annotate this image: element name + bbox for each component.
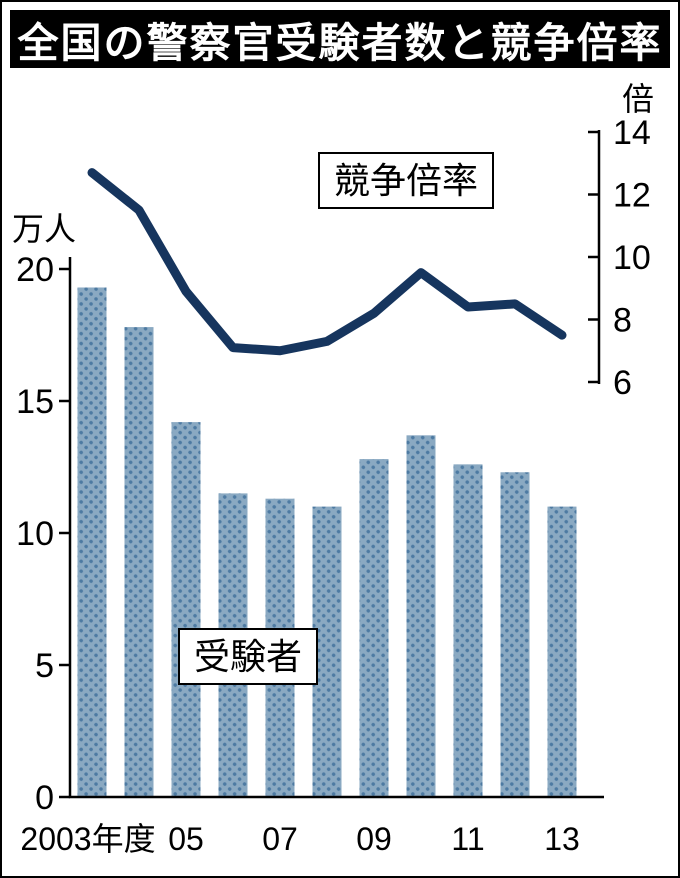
x-tick-label: 11 xyxy=(451,821,484,857)
right-axis-unit: 倍 xyxy=(622,81,655,117)
legend-line-label: 競争倍率 xyxy=(318,152,495,210)
chart-title: 全国の警察官受験者数と競争倍率 xyxy=(10,10,670,68)
bar-2004 xyxy=(124,327,154,797)
competition-ratio-line xyxy=(87,168,567,356)
bar-2009 xyxy=(359,459,389,797)
x-tick-label: 07 xyxy=(262,821,298,857)
x-tick-label: 2003年度 xyxy=(20,821,155,857)
right-tick-label: 14 xyxy=(613,114,651,152)
left-axis-unit: 万人 xyxy=(12,211,77,247)
right-tick-label: 12 xyxy=(613,177,651,215)
left-tick-label: 5 xyxy=(35,647,54,685)
x-tick-label: 05 xyxy=(168,821,204,857)
x-tick-label: 09 xyxy=(356,821,392,857)
left-tick-label: 20 xyxy=(16,251,54,289)
bar-2010 xyxy=(406,435,436,797)
left-tick-label: 10 xyxy=(16,515,54,553)
bar-2003 xyxy=(77,287,107,797)
right-tick-label: 8 xyxy=(613,302,632,340)
bar-2012 xyxy=(500,472,530,797)
right-tick-label: 10 xyxy=(613,239,651,277)
left-tick-label: 15 xyxy=(16,383,54,421)
legend-bar-label: 受験者 xyxy=(178,628,319,686)
bar-2013 xyxy=(547,506,577,797)
x-tick-label: 13 xyxy=(544,821,580,857)
bar-2005 xyxy=(171,422,201,797)
right-tick-label: 6 xyxy=(613,364,632,402)
bar-2011 xyxy=(453,464,483,797)
left-tick-label: 0 xyxy=(35,779,54,817)
